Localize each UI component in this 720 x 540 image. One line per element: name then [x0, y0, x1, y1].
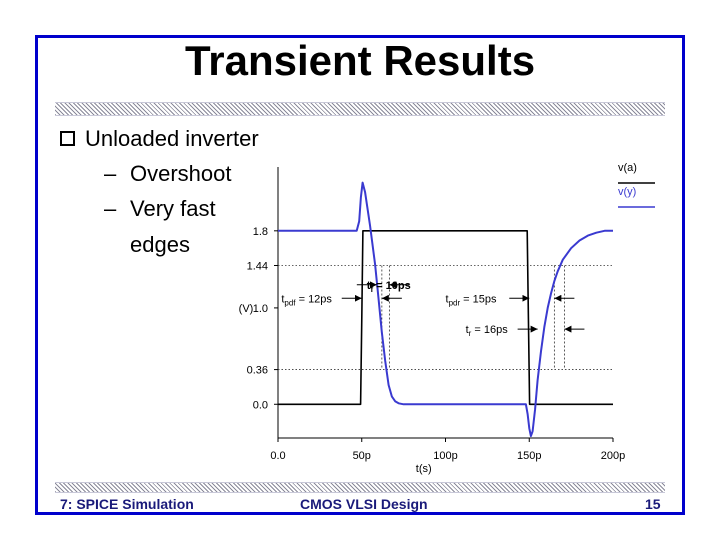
- series-line-va: [278, 230, 613, 406]
- annotation-label: tf = 10ps: [367, 280, 411, 294]
- slide-frame: [35, 35, 685, 515]
- series-line-vy: [278, 181, 613, 438]
- bullet-text: Unloaded inverter: [85, 126, 259, 151]
- transient-chart: 0.0 0.36 1.0 1.44 1.8 (V) 0.0 50p 100p 150p 200p t(…: [239, 162, 655, 475]
- footer-center: CMOS VLSI Design: [300, 496, 428, 512]
- legend-label-vy: v(y): [618, 186, 636, 198]
- annotation-label: tr = 16ps: [466, 324, 509, 338]
- y-tick-label: 1.44: [247, 261, 268, 273]
- footer-divider: [55, 482, 665, 493]
- x-axis-label: t(s): [416, 463, 432, 475]
- sub-bullet-2: Very fast: [130, 196, 216, 221]
- slide-title: Transient Results: [184, 37, 536, 84]
- x-tick-label: 200p: [601, 450, 625, 462]
- y-axis-label: (V): [239, 303, 254, 315]
- x-tick-label: 0.0: [270, 450, 285, 462]
- y-tick-label: 1.8: [253, 226, 268, 238]
- sub-bullet-dash-2: –: [104, 196, 117, 221]
- x-tick-label: 100p: [433, 450, 457, 462]
- annotation-label: tpdr = 15ps: [446, 293, 498, 307]
- footer-page-number: 15: [645, 496, 661, 512]
- checkbox-bullet-icon: [60, 131, 75, 146]
- x-tick-label: 150p: [517, 450, 541, 462]
- y-tick-label: 0.36: [247, 365, 268, 377]
- title-divider: [55, 102, 665, 116]
- footer-left: 7: SPICE Simulation: [60, 496, 194, 512]
- annotation-label: tpdf = 12ps: [281, 293, 332, 307]
- sub-bullet-dash-1: –: [104, 161, 117, 186]
- x-tick-label: 50p: [353, 450, 371, 462]
- y-tick-label: 0.0: [253, 399, 268, 411]
- sub-bullet-2-continued: edges: [130, 232, 190, 257]
- legend-label-va: v(a): [618, 162, 637, 174]
- sub-bullet-1: Overshoot: [130, 161, 232, 186]
- y-tick-label: 1.0: [253, 303, 268, 315]
